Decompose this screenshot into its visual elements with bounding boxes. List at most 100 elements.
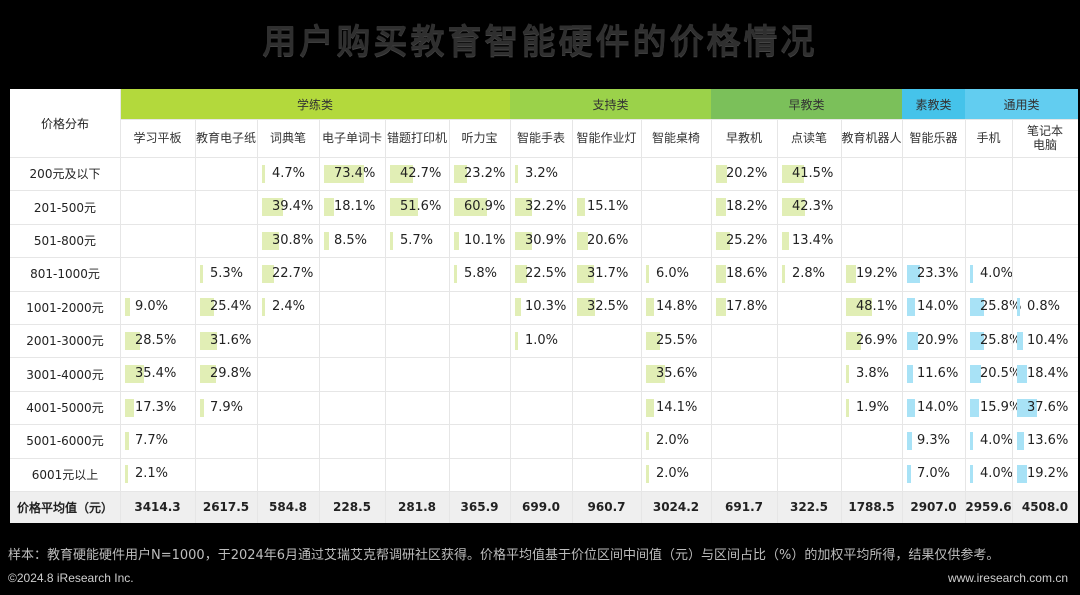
price-range-label: 4001-5000元 xyxy=(26,400,104,415)
value-label: 14.0% xyxy=(917,399,959,415)
value-label: 9.0% xyxy=(135,299,169,315)
value-bar xyxy=(515,331,518,350)
value-label: 1.9% xyxy=(856,399,890,415)
value-label: 37.6% xyxy=(1027,399,1069,415)
product-header: 智能手表 xyxy=(516,131,565,145)
group-header: 通用类 xyxy=(965,89,1078,119)
value-bar xyxy=(716,231,730,250)
grid-line-v xyxy=(319,119,320,523)
value-label: 14.8% xyxy=(656,299,698,315)
value-bar xyxy=(970,431,973,450)
value-label: 10.1% xyxy=(464,232,506,248)
product-header: 早教机 xyxy=(725,131,762,145)
value-bar xyxy=(262,198,284,217)
value-bar xyxy=(1017,398,1038,417)
average-value: 322.5 xyxy=(790,500,828,514)
value-label: 28.5% xyxy=(135,332,177,348)
product-header: 电子单词卡 xyxy=(321,131,382,145)
value-label: 20.9% xyxy=(917,332,959,348)
value-label: 18.4% xyxy=(1027,366,1069,382)
value-bar xyxy=(782,231,790,250)
value-bar xyxy=(782,164,805,183)
value-label: 20.5% xyxy=(980,366,1022,382)
value-label: 51.6% xyxy=(400,199,442,215)
value-bar xyxy=(907,431,913,450)
value-bar xyxy=(200,398,205,417)
product-header: 智能作业灯 xyxy=(576,131,637,145)
value-label: 3.8% xyxy=(856,366,890,382)
value-label: 6.0% xyxy=(656,265,690,281)
price-range-label: 5001-6000元 xyxy=(26,434,104,449)
value-bar xyxy=(646,465,649,484)
value-bar xyxy=(1017,365,1027,384)
product-header: 点读笔 xyxy=(790,131,827,145)
value-bar xyxy=(324,231,329,250)
value-label: 3.2% xyxy=(525,165,559,181)
grid-line-h xyxy=(10,357,1078,359)
value-label: 2.4% xyxy=(272,299,306,315)
value-label: 7.9% xyxy=(210,399,244,415)
value-label: 8.5% xyxy=(334,232,368,248)
price-range-label: 201-500元 xyxy=(33,200,97,215)
value-bar xyxy=(454,164,467,183)
value-bar xyxy=(970,465,973,484)
value-bar xyxy=(515,164,518,183)
grid-line-h xyxy=(120,119,1078,120)
product-header: 教育电子纸 xyxy=(195,131,256,145)
value-bar xyxy=(125,331,141,350)
value-bar xyxy=(515,264,528,283)
price-distribution-table: 价格分布 学练类 学习平板 教育电子纸 词典笔 电子单词卡 错题打印机 听力宝 支持类 智能手表智… xyxy=(10,89,1078,523)
value-bar xyxy=(716,164,727,183)
value-label: 23.3% xyxy=(917,265,959,281)
value-bar xyxy=(970,398,979,417)
grid-line-v xyxy=(777,119,778,523)
value-label: 60.9% xyxy=(464,199,506,215)
value-bar xyxy=(390,164,414,183)
value-bar xyxy=(515,198,533,217)
grid-line-h xyxy=(10,324,1078,325)
grid-line-v xyxy=(510,119,511,523)
average-value: 2959.6 xyxy=(965,500,1012,514)
value-label: 32.5% xyxy=(587,299,629,315)
value-bar xyxy=(907,465,911,484)
value-bar xyxy=(970,264,973,283)
value-label: 41.5% xyxy=(792,165,834,181)
value-label: 30.8% xyxy=(272,232,314,248)
grid-line-h xyxy=(10,424,1078,426)
value-bar xyxy=(907,365,914,384)
value-bar xyxy=(970,331,984,350)
value-label: 18.1% xyxy=(334,199,376,215)
value-label: 25.8% xyxy=(980,299,1022,315)
value-bar xyxy=(200,365,217,384)
value-label: 18.6% xyxy=(726,265,768,281)
price-range-label: 1001-2000元 xyxy=(26,300,104,315)
value-bar xyxy=(324,198,334,217)
value-label: 19.2% xyxy=(1027,466,1069,482)
grid-line-v xyxy=(1012,119,1013,523)
average-value: 2617.5 xyxy=(202,500,250,514)
value-bar xyxy=(716,298,726,317)
value-bar xyxy=(846,331,861,350)
value-bar xyxy=(970,365,982,384)
value-label: 20.2% xyxy=(726,165,768,181)
page-title: 用户购买教育智能硬件的价格情况 xyxy=(262,22,818,62)
value-bar xyxy=(454,198,487,217)
copyright: ©2024.8 iResearch Inc. xyxy=(8,571,134,585)
product-header: 智能桌椅 xyxy=(651,131,700,145)
value-bar xyxy=(1017,431,1025,450)
value-bar xyxy=(782,264,785,283)
value-label: 20.6% xyxy=(587,232,629,248)
average-value: 228.5 xyxy=(333,500,371,514)
value-bar xyxy=(646,365,666,384)
value-bar xyxy=(125,465,128,484)
product-header: 手机 xyxy=(976,131,1001,145)
grid-line-h xyxy=(10,257,1078,259)
value-bar xyxy=(1017,298,1020,317)
value-label: 4.0% xyxy=(980,265,1014,281)
price-range-label: 200元及以下 xyxy=(29,167,101,182)
value-label: 7.0% xyxy=(917,466,951,482)
grid-line-h xyxy=(10,457,1078,459)
value-bar xyxy=(262,298,265,317)
value-bar xyxy=(846,398,849,417)
value-bar xyxy=(846,298,872,317)
